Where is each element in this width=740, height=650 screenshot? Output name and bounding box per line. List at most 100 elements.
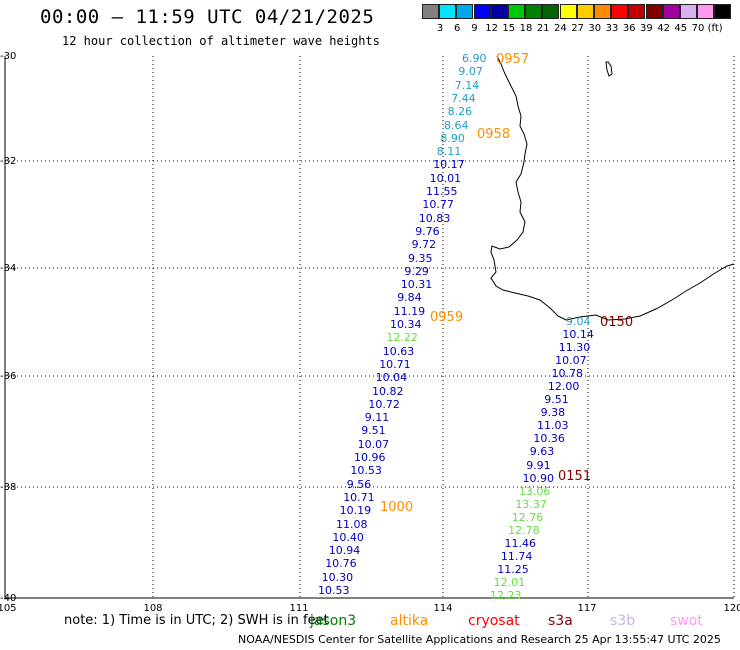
wave-height-value: 7.14 (454, 78, 480, 92)
lon-label: 111 (289, 603, 309, 614)
scale-label: 33 (605, 23, 619, 34)
scale-swatch (508, 4, 525, 19)
wave-height-value: 10.30 (321, 570, 354, 584)
scale-label: 15 (502, 23, 516, 34)
wave-height-value: 11.19 (393, 304, 426, 318)
pass-time-label: 0150 (600, 315, 634, 330)
scale-swatch (490, 4, 508, 19)
wave-height-value: 10.17 (433, 158, 465, 172)
wave-height-value: 9.76 (415, 224, 440, 238)
wave-height-value: 9.29 (404, 264, 429, 278)
wave-height-value: 9.04 (566, 315, 591, 328)
wave-height-value: 11.30 (558, 341, 591, 355)
satellite-legend-item: jason3 (310, 613, 357, 629)
wave-height-value: 9.72 (411, 238, 437, 252)
scale-swatch (645, 4, 663, 19)
wave-height-value: 13.06 (518, 484, 551, 498)
island (605, 61, 613, 77)
satellite-legend-item: altika (390, 613, 429, 629)
scale-swatch (525, 4, 543, 19)
lat-label: -34 (0, 263, 17, 274)
satellite-legend-item: swot (670, 613, 703, 629)
wave-height-value: 10.78 (551, 367, 584, 381)
satellite-legend-item: cryosat (468, 613, 520, 629)
wave-height-value: 9.51 (361, 424, 386, 438)
lon-label: 120 (723, 603, 740, 614)
scale-label: 21 (536, 23, 550, 34)
wave-height-value: 9.63 (529, 445, 555, 459)
wave-height-value: 10.83 (418, 211, 451, 225)
scale-label: 9 (471, 23, 478, 34)
pass-time-label: 0958 (477, 127, 511, 142)
wave-height-value: 10.01 (429, 171, 462, 185)
wave-height-value: 9.11 (364, 411, 390, 425)
scale-swatch (542, 4, 560, 19)
map-subtitle: 12 hour collection of altimeter wave hei… (62, 34, 380, 48)
scale-swatch (456, 4, 474, 19)
scale-swatch (473, 4, 491, 19)
wave-height-value: 9.35 (408, 251, 433, 265)
satellite-legend-item: s3b (610, 613, 636, 629)
wave-height-value: 8.64 (444, 118, 469, 132)
wave-height-value: 8.11 (436, 145, 462, 159)
wave-height-value: 10.40 (332, 530, 364, 544)
wave-height-value: 10.14 (562, 328, 594, 342)
note-text: note: 1) Time is in UTC; 2) SWH is in fe… (64, 613, 329, 628)
wave-height-value: 10.36 (533, 432, 565, 446)
wave-height-value: 12.22 (386, 331, 418, 345)
scale-swatch (594, 4, 611, 19)
wave-height-value: 10.04 (375, 371, 408, 385)
wave-height-value: 9.07 (458, 65, 483, 79)
wave-height-value: 10.07 (357, 437, 390, 451)
scale-label: 24 (554, 23, 567, 34)
lon-label: 117 (577, 603, 597, 614)
scale-swatch (680, 4, 697, 19)
lon-label: 114 (433, 603, 453, 614)
wave-height-value: 10.90 (522, 471, 555, 485)
scale-label: 36 (622, 23, 636, 34)
scale-swatch (697, 4, 715, 19)
wave-height-value: 11.74 (500, 549, 533, 563)
wave-height-value: 10.96 (354, 451, 386, 464)
lat-label: -36 (0, 371, 17, 382)
pass-time-label: 0959 (430, 310, 464, 325)
wave-height-value: 10.71 (343, 490, 375, 504)
scale-swatch (628, 4, 646, 19)
pass-time-label: 0151 (558, 469, 592, 484)
wave-height-value: 10.77 (422, 198, 454, 212)
scale-label: 6 (454, 23, 461, 34)
wave-height-value: 10.71 (379, 357, 411, 371)
wave-height-value: 8.90 (440, 131, 465, 145)
wave-height-value: 10.76 (325, 557, 357, 571)
wave-height-value: 10.72 (368, 397, 400, 411)
scale-label: 12 (485, 23, 498, 34)
scale-label: 3 (436, 23, 444, 34)
wave-height-value: 10.34 (390, 318, 422, 331)
wave-height-value: 10.53 (350, 464, 382, 478)
scale-swatch (559, 4, 577, 19)
wave-height-value: 9.91 (526, 458, 551, 472)
scale-label: 27 (571, 23, 584, 34)
wave-height-value: 9.84 (397, 291, 422, 305)
pass-time-label: 0957 (496, 52, 530, 67)
footer-credit: NOAA/NESDIS Center for Satellite Applica… (238, 633, 721, 646)
wave-height-value: 11.55 (426, 185, 458, 198)
wave-height-value: 12.01 (493, 575, 526, 589)
coastline-west-australia (490, 55, 735, 321)
wave-height-value: 12.76 (511, 510, 544, 524)
lat-label: -32 (0, 156, 17, 167)
lat-label: -38 (0, 482, 17, 493)
lat-label: -40 (0, 593, 17, 604)
map-title: 00:00 – 11:59 UTC 04/21/2025 (40, 6, 375, 28)
wave-height-value: 6.90 (462, 52, 487, 65)
wave-height-value: 12.78 (508, 523, 540, 537)
wave-height-value: 13.37 (515, 497, 547, 511)
wave-height-value: 10.19 (339, 504, 372, 518)
lon-label: 108 (143, 603, 163, 614)
lat-label: -30 (0, 51, 17, 62)
scale-swatch (714, 4, 732, 19)
satellite-legend-item: s3a (548, 613, 573, 629)
wave-height-value: 12.00 (547, 380, 580, 394)
wave-height-value: 11.25 (497, 562, 529, 576)
wave-height-value: 11.08 (336, 517, 368, 531)
